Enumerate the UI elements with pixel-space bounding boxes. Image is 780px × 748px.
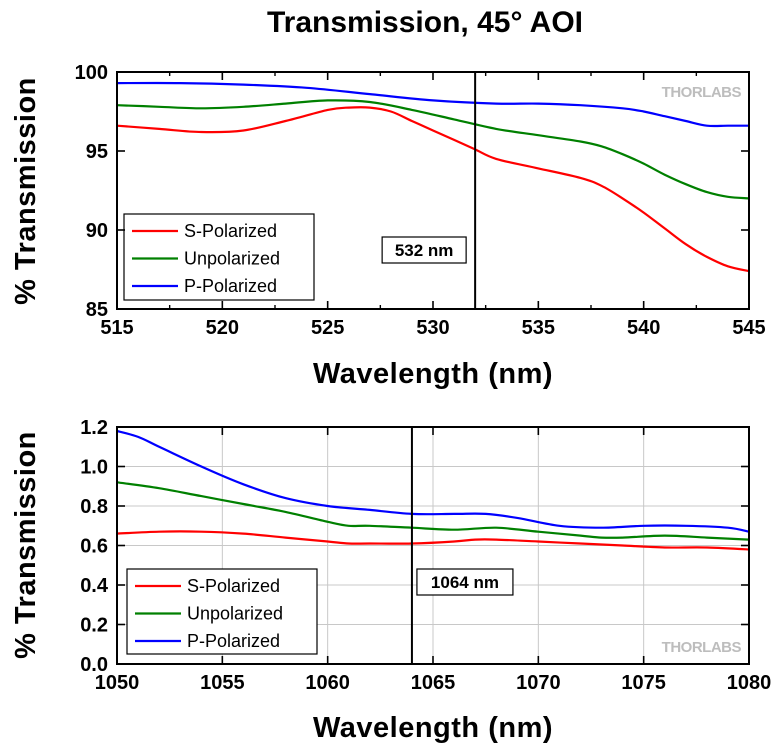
- series-line-s-polarized: [116, 530, 750, 551]
- series-line-unpolarized: [116, 99, 750, 200]
- x-tick-label: 1055: [200, 672, 245, 694]
- legend-label: P-Polarized: [184, 276, 277, 296]
- legend-label: Unpolarized: [184, 249, 280, 269]
- x-tick-label: 1065: [411, 672, 456, 694]
- y-tick-label: 0.8: [80, 496, 108, 518]
- y-tick-label: 0.6: [80, 536, 108, 558]
- x-tick-label: 1050: [95, 672, 140, 694]
- annotation-label: 1064 nm: [431, 573, 499, 592]
- x-tick-label: 540: [627, 317, 660, 339]
- x-tick-label: 520: [206, 317, 239, 339]
- x-axis-title: Wavelength (nm): [313, 358, 553, 390]
- y-tick-label: 1.2: [80, 417, 108, 439]
- thorlabs-logo: THORLABS: [662, 639, 742, 656]
- annotation-label: 532 nm: [395, 241, 454, 260]
- y-tick-label: 1.0: [80, 457, 108, 479]
- y-tick-label: 85: [86, 299, 108, 321]
- series-line-unpolarized: [116, 481, 750, 541]
- annotation-box: [416, 568, 514, 596]
- y-tick-label: 0.4: [80, 575, 109, 597]
- y-axis-title: % Transmission: [10, 77, 42, 305]
- x-axis-title: Wavelength (nm): [313, 712, 553, 744]
- x-tick-label: 535: [522, 317, 555, 339]
- x-tick-label: 1060: [305, 672, 350, 694]
- y-tick-label: 95: [86, 141, 108, 163]
- chart-532nm: THORLABS 532 nm S-Polarized Unpolarized P-Po…: [10, 62, 766, 390]
- y-tick-label: 90: [86, 220, 108, 242]
- y-tick-label: 100: [75, 62, 108, 84]
- x-tick-label: 515: [100, 317, 133, 339]
- y-tick-label: 0.0: [80, 654, 108, 676]
- x-tick-label: 530: [416, 317, 449, 339]
- legend-label: P-Polarized: [187, 631, 280, 651]
- chart-1064nm: THORLABS 1064 nm S-Polarized Unpolarized P-P…: [10, 417, 771, 744]
- x-tick-label: 1080: [727, 672, 772, 694]
- legend-label: Unpolarized: [187, 604, 283, 624]
- thorlabs-logo: THORLABS: [662, 84, 742, 101]
- legend-label: S-Polarized: [187, 576, 280, 596]
- x-tick-label: 1070: [516, 672, 561, 694]
- x-tick-label: 545: [732, 317, 765, 339]
- y-axis-title: % Transmission: [10, 431, 42, 659]
- series-line-p-polarized: [116, 429, 750, 533]
- x-tick-label: 1075: [621, 672, 666, 694]
- legend-box: [126, 568, 318, 655]
- y-tick-label: 0.2: [80, 615, 108, 637]
- annotation-box: [381, 236, 467, 264]
- series-line-p-polarized: [116, 81, 749, 128]
- x-tick-label: 525: [311, 317, 344, 339]
- series-line-s-polarized: [116, 106, 750, 273]
- legend-label: S-Polarized: [184, 221, 277, 241]
- figure-title: Transmission, 45° AOI: [267, 6, 583, 39]
